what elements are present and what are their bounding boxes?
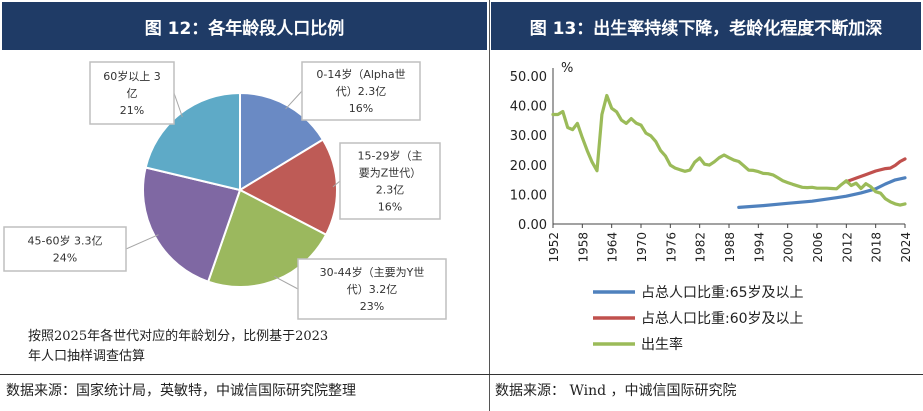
pie-leader-line-0: [285, 90, 303, 110]
pie-label-4-line-0: 60岁以上 3: [103, 69, 161, 83]
pie-leader-line-4: [173, 92, 183, 118]
x-tick-label: 2006: [811, 232, 825, 263]
x-tick-label: 1970: [635, 232, 649, 263]
x-tick-label: 1964: [606, 232, 620, 263]
pie-note-line-2: 年人口抽样调查估算: [28, 349, 146, 364]
x-tick-label: 1976: [664, 232, 678, 263]
pie-slice-2: [206, 188, 328, 288]
pie-label-4-line-2: 21%: [120, 104, 144, 117]
pie-label-0-line-1: 代）2.3亿: [336, 85, 387, 98]
x-tick-label: 1994: [752, 232, 766, 263]
pie-label-4-line-1: 亿: [127, 87, 138, 100]
pie-label-0-line-2: 16%: [349, 102, 373, 115]
pie-label-2-line-1: 代）3.2亿: [347, 283, 398, 296]
pie-slice-1: [237, 138, 338, 237]
pie-label-box-0: [301, 61, 421, 121]
left-source: 数据来源：国家统计局，英敏特，中诚信国际研究院整理: [6, 383, 356, 399]
y-tick-label: 0.00: [518, 218, 547, 233]
pie-leader-line-3: [125, 234, 159, 250]
panel-divider: [489, 0, 490, 411]
legend-label-1: 占总人口比重:60岁及以上: [641, 311, 804, 327]
x-tick-label: 1952: [547, 232, 561, 263]
x-tick-label: 1958: [576, 232, 590, 263]
pie-label-3-line-0: 45-60岁 3.3亿: [28, 234, 103, 248]
pie-label-1-line-1: 要为Z世代）: [359, 167, 422, 180]
right-panel: 图 13：出生率持续下降，老龄化程度不断加深 50.00 40.00 30.00 20…: [489, 0, 923, 411]
left-chart-title: 图 12：各年龄段人口比例: [2, 2, 487, 50]
y-tick-label: 20.00: [510, 159, 547, 174]
pie-label-3-line-1: 24%: [53, 252, 77, 265]
pie-label-box-1: [339, 142, 441, 220]
x-tick-label: 2012: [840, 232, 854, 263]
right-source: 数据来源： Wind ，中诚信国际研究院: [495, 383, 737, 399]
pie-label-box-4: [89, 61, 175, 125]
pie-label-0-line-0: 0-14岁（Alpha世: [316, 67, 405, 81]
x-tick-label: 2018: [870, 232, 884, 263]
pie-label-1-line-0: 15-29岁（主: [358, 149, 423, 163]
x-tick-label: 2024: [899, 232, 913, 263]
y-tick-label: 30.00: [510, 129, 547, 144]
right-chart-title: 图 13：出生率持续下降，老龄化程度不断加深: [491, 2, 921, 50]
pie-label-box-3: [3, 226, 127, 272]
x-tick-label: 2000: [782, 232, 796, 263]
series-line-2: [551, 93, 907, 207]
legend-label-0: 占总人口比重:65岁及以上: [641, 285, 804, 301]
y-unit-label: %: [561, 61, 573, 76]
x-tick-label: 1982: [694, 232, 708, 263]
y-tick-label: 50.00: [510, 70, 547, 85]
y-tick-label: 40.00: [510, 100, 547, 115]
series-line-1: [844, 157, 907, 184]
pie-leader-line-1: [332, 180, 341, 188]
legend-label-2: 出生率: [641, 336, 683, 353]
pie-leader-line-2: [274, 275, 299, 290]
line-chart: 50.00 40.00 30.00 20.00 10.00 0.00% 1952 1958 19…: [510, 61, 913, 353]
x-tick-label: 1988: [723, 232, 737, 263]
series-line-0: [737, 176, 907, 209]
left-source-divider: [0, 374, 489, 375]
pie-label-2-line-0: 30-44岁（主要为Y世: [320, 265, 425, 279]
pie-label-2-line-2: 23%: [360, 300, 384, 313]
pie-slice-4: [144, 91, 241, 192]
pie-note: 按照2025年各世代对应的年龄划分，比例基于2023 年人口抽样调查估算: [28, 327, 408, 367]
y-tick-label: 10.00: [510, 188, 547, 203]
pie-note-line-1: 按照2025年各世代对应的年龄划分，比例基于2023: [28, 329, 329, 344]
left-chart-title-text: 图 12：各年龄段人口比例: [144, 18, 345, 39]
right-source-divider: [489, 374, 923, 375]
pie-label-box-2: [297, 258, 447, 320]
pie-label-1-line-3: 16%: [378, 201, 402, 214]
left-panel: 图 12：各年龄段人口比例 0-14岁（Alpha世 代）2.3亿 16% 15-29…: [0, 2, 489, 399]
pie-label-1-line-2: 2.3亿: [376, 184, 405, 197]
right-chart-title-text: 图 13：出生率持续下降，老龄化程度不断加深: [529, 18, 883, 39]
